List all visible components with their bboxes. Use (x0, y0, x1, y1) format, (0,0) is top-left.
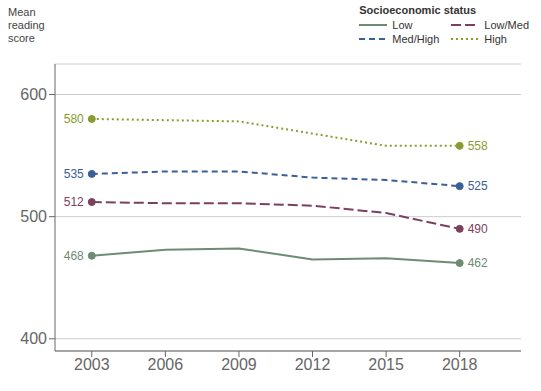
svg-text:2006: 2006 (148, 356, 184, 373)
svg-text:462: 462 (468, 256, 488, 270)
svg-text:2009: 2009 (221, 356, 257, 373)
svg-text:600: 600 (20, 86, 47, 103)
html-text:High: High (484, 33, 507, 45)
svg-text:2015: 2015 (368, 356, 404, 373)
svg-text:525: 525 (468, 179, 488, 193)
svg-text:512: 512 (64, 195, 84, 209)
svg-text:500: 500 (20, 208, 47, 225)
svg-text:2018: 2018 (442, 356, 478, 373)
svg-text:490: 490 (468, 222, 488, 236)
svg-text:535: 535 (64, 167, 84, 181)
html-text:Med/High: Med/High (392, 33, 440, 45)
html-text:Low/Med: Low/Med (484, 19, 529, 31)
svg-text:2003: 2003 (74, 356, 110, 373)
html-text:Low: Low (392, 19, 413, 31)
svg-text:558: 558 (468, 139, 488, 153)
svg-text:468: 468 (64, 249, 84, 263)
svg-text:580: 580 (64, 112, 84, 126)
svg-text:400: 400 (20, 330, 47, 347)
svg-text:2012: 2012 (295, 356, 331, 373)
html-text:Socioeconomic status: Socioeconomic status (359, 4, 476, 16)
html-text:Mean reading score: Mean reading score (8, 6, 45, 44)
